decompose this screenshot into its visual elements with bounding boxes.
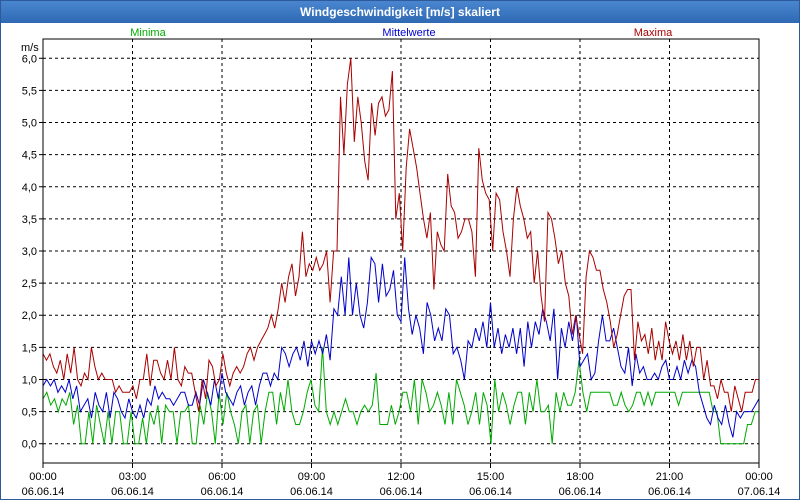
y-tick-label: 3,5	[22, 214, 37, 226]
x-tick-date: 06.06.14	[290, 486, 333, 498]
grid	[43, 39, 759, 463]
x-tick-date: 07.06.14	[738, 486, 781, 498]
x-tick-time: 00:00	[745, 471, 773, 483]
y-tick-label: 0,0	[22, 439, 37, 451]
series-line-maxima	[42, 58, 759, 412]
x-tick-time: 00:00	[29, 471, 57, 483]
series-line-mittelwerte	[42, 255, 760, 438]
window-title: Windgeschwindigkeit [m/s] skaliert	[1, 1, 799, 23]
x-tick-date: 06.06.14	[111, 486, 154, 498]
series-lines	[42, 58, 760, 445]
legend-entry-minima: Minima	[130, 27, 166, 39]
x-tick-time: 21:00	[656, 471, 684, 483]
y-tick-label: 5,5	[22, 85, 37, 97]
y-axis-label: m/s	[21, 42, 39, 54]
y-tick-label: 3,0	[22, 246, 37, 258]
y-tick-label: 5,0	[22, 118, 37, 130]
x-tick-time: 09:00	[298, 471, 326, 483]
x-tick-time: 03:00	[119, 471, 147, 483]
y-tick-label: 4,5	[22, 150, 37, 162]
x-tick-time: 12:00	[387, 471, 415, 483]
y-tick-label: 6,0	[22, 53, 37, 65]
y-tick-label: 4,0	[22, 182, 37, 194]
plot-frame	[42, 38, 760, 464]
legend: Minima Mittelwerte Maxima	[130, 27, 673, 39]
x-tick-date: 06.06.14	[469, 486, 512, 498]
y-tick-label: 2,0	[22, 310, 37, 322]
chart-background	[1, 23, 799, 499]
x-tick-time: 15:00	[477, 471, 505, 483]
legend-entry-mittelwerte: Mittelwerte	[382, 27, 435, 39]
y-tick-label: 0,5	[22, 407, 37, 419]
x-axis-ticks: 00:00 06.06.14 03:00 06.06.14 06:00 06.06.14 0…	[22, 463, 781, 498]
y-tick-label: 1,0	[22, 374, 37, 386]
series-line-minima	[42, 347, 759, 445]
y-tick-label: 2,5	[22, 278, 37, 290]
x-tick-date: 06.06.14	[22, 486, 65, 498]
chart-area: Minima Mittelwerte Maxima m/s 0,0 0,5 1,0 1,5…	[1, 23, 799, 499]
y-tick-label: 1,5	[22, 342, 37, 354]
legend-entry-maxima: Maxima	[634, 27, 673, 39]
x-tick-date: 06.06.14	[559, 486, 602, 498]
x-tick-time: 06:00	[208, 471, 236, 483]
x-tick-date: 06.06.14	[380, 486, 423, 498]
y-axis-ticks: 0,0 0,5 1,0 1,5 2,0 2,5 3,0 3,5 4,0 4,5 5,0 5,5 6,0	[22, 53, 43, 451]
x-tick-time: 18:00	[566, 471, 594, 483]
x-tick-date: 06.06.14	[201, 486, 244, 498]
x-tick-date: 06.06.14	[648, 486, 691, 498]
